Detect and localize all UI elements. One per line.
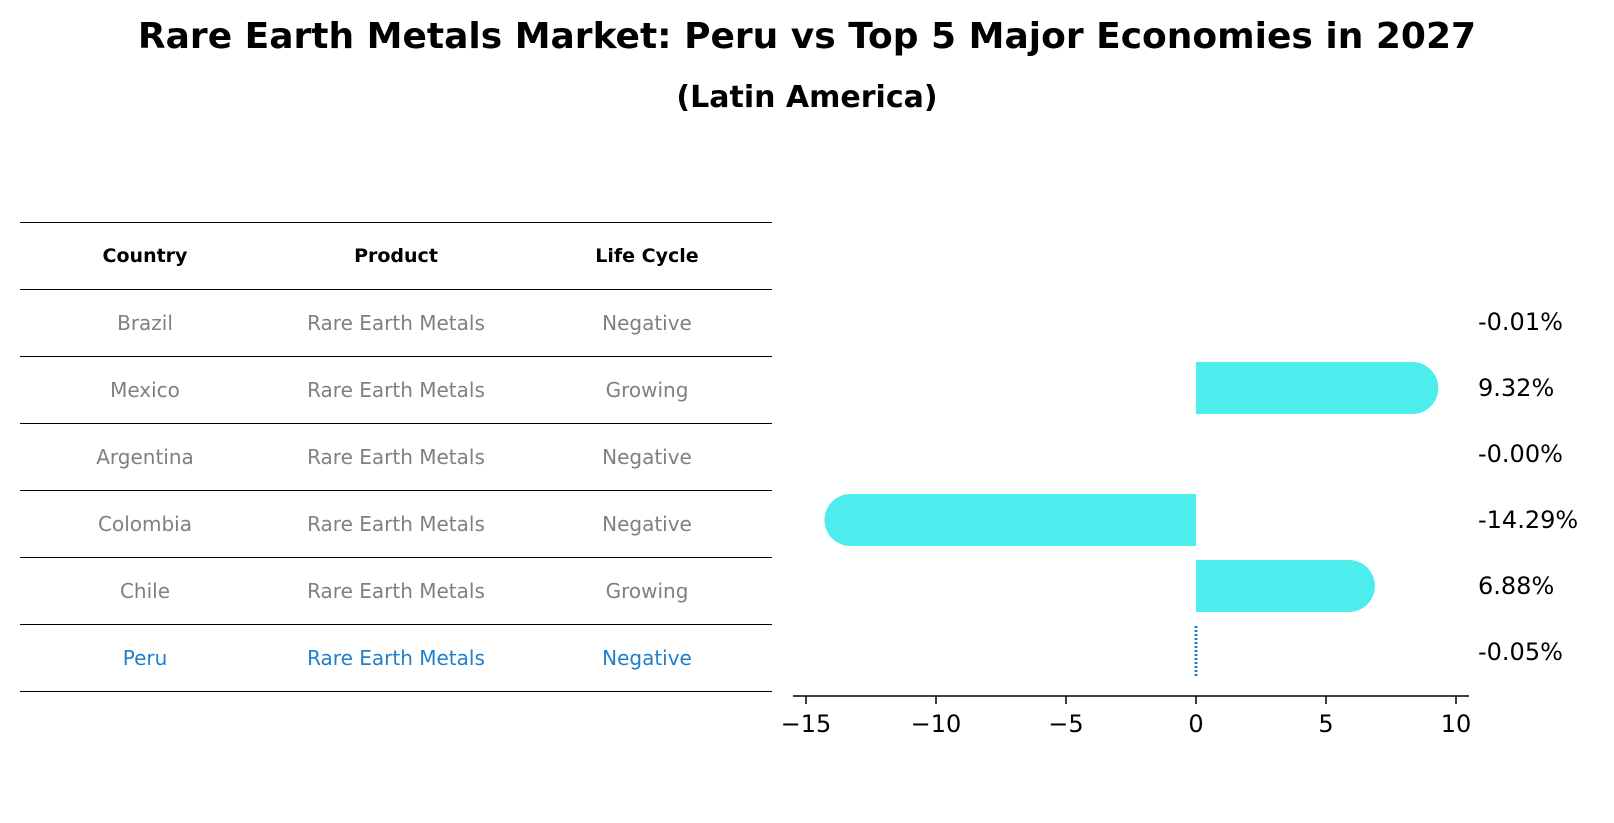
value-label-peru: -0.05% [1478, 638, 1563, 666]
table-row: Mexico Rare Earth Metals Growing [20, 356, 772, 424]
column-header-life-cycle: Life Cycle [522, 222, 772, 290]
table-row: Colombia Rare Earth Metals Negative [20, 490, 772, 558]
life-cycle-cell: Negative [522, 490, 772, 558]
country-cell: Colombia [20, 490, 270, 558]
bar-colombia [824, 494, 1196, 546]
chart-subtitle: (Latin America) [676, 80, 938, 115]
x-tick-label: −10 [911, 710, 962, 738]
x-tick-label: 0 [1188, 710, 1203, 738]
x-tick-label: 10 [1441, 710, 1472, 738]
table-row: Chile Rare Earth Metals Growing [20, 557, 772, 625]
product-cell: Rare Earth Metals [270, 423, 522, 491]
table-row: Argentina Rare Earth Metals Negative [20, 423, 772, 491]
product-cell: Rare Earth Metals [270, 356, 522, 424]
country-cell: Brazil [20, 289, 270, 357]
x-axis: −15 −10 −5 0 5 10 [781, 695, 1472, 738]
country-cell: Chile [20, 557, 270, 625]
table-row: Brazil Rare Earth Metals Negative [20, 289, 772, 357]
product-cell: Rare Earth Metals [270, 624, 522, 692]
column-header-product: Product [270, 222, 522, 290]
bar-mexico [1196, 362, 1439, 414]
country-cell: Mexico [20, 356, 270, 424]
value-label-argentina: -0.00% [1478, 440, 1563, 468]
x-tick-label: −15 [781, 710, 832, 738]
x-tick-label: −5 [1048, 710, 1083, 738]
value-labels-group: -0.01% 9.32% -0.00% -14.29% 6.88% -0.05% [1478, 308, 1578, 666]
product-cell: Rare Earth Metals [270, 557, 522, 625]
table-header-row: Country Product Life Cycle [20, 222, 772, 290]
product-cell: Rare Earth Metals [270, 490, 522, 558]
chart-title: Rare Earth Metals Market: Peru vs Top 5 … [137, 16, 1477, 57]
bars-group [824, 362, 1439, 678]
value-label-chile: 6.88% [1478, 572, 1554, 600]
life-cycle-cell: Negative [522, 423, 772, 491]
life-cycle-cell: Growing [522, 557, 772, 625]
country-table: Country Product Life Cycle Brazil Rare E… [20, 222, 772, 692]
value-label-brazil: -0.01% [1478, 308, 1563, 336]
life-cycle-cell: Negative [522, 289, 772, 357]
table-row-highlighted: Peru Rare Earth Metals Negative [20, 624, 772, 692]
life-cycle-cell: Negative [522, 624, 772, 692]
life-cycle-cell: Growing [522, 356, 772, 424]
country-cell: Peru [20, 624, 270, 692]
x-tick-label: 5 [1318, 710, 1333, 738]
country-cell: Argentina [20, 423, 270, 491]
value-label-colombia: -14.29% [1478, 506, 1578, 534]
value-label-mexico: 9.32% [1478, 374, 1554, 402]
product-cell: Rare Earth Metals [270, 289, 522, 357]
bar-chile [1196, 560, 1375, 612]
column-header-country: Country [20, 222, 270, 290]
